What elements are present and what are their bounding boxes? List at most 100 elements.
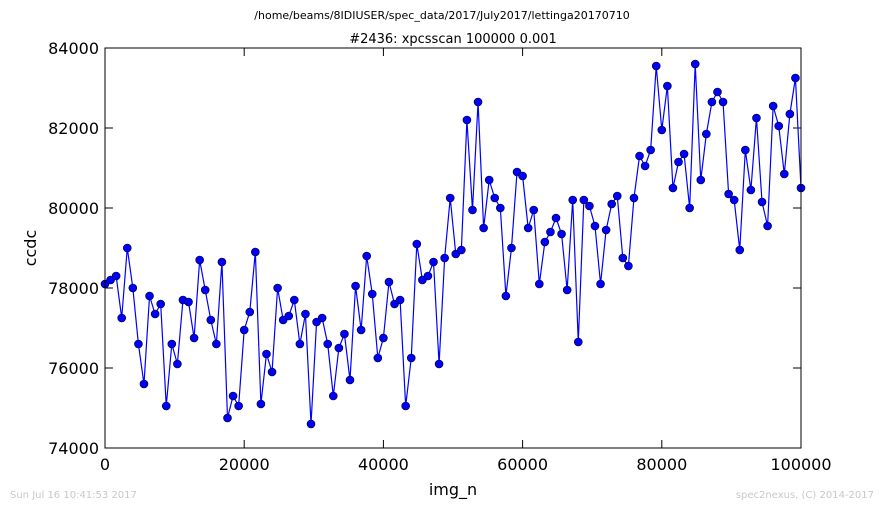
data-point <box>501 291 511 301</box>
data-point <box>557 229 566 239</box>
data-point <box>468 205 477 215</box>
data-point <box>251 247 260 257</box>
data-point <box>707 97 717 107</box>
data-point <box>462 115 472 125</box>
footer-right: spec2nexus, (C) 2014-2017 <box>736 490 874 501</box>
data-point <box>195 255 204 265</box>
data-point <box>585 201 594 211</box>
data-point <box>679 149 689 159</box>
data-point <box>640 161 650 171</box>
data-point <box>122 243 132 253</box>
data-point <box>624 261 633 271</box>
data-point <box>551 213 561 223</box>
data-point <box>635 151 644 161</box>
y-tick-label: 78000 <box>48 279 99 298</box>
data-point <box>256 399 266 409</box>
data-point <box>529 205 539 215</box>
data-point <box>546 227 555 237</box>
data-point <box>596 279 605 289</box>
data-point <box>785 109 795 119</box>
data-point <box>401 401 410 411</box>
data-point <box>774 121 784 131</box>
data-point <box>702 129 711 139</box>
data-point <box>334 343 344 353</box>
data-point <box>440 253 449 263</box>
data-point <box>479 223 488 233</box>
data-point <box>713 87 722 97</box>
y-tick-label: 76000 <box>48 359 99 378</box>
data-point <box>429 257 438 267</box>
data-point <box>223 413 232 423</box>
data-point <box>239 325 249 335</box>
data-point <box>379 333 388 343</box>
data-point <box>746 185 756 195</box>
data-point <box>290 295 299 305</box>
data-point <box>384 277 394 287</box>
data-point <box>752 113 761 123</box>
data-point <box>607 199 616 209</box>
data-point <box>434 359 444 369</box>
x-tick-label: 40000 <box>358 455 409 474</box>
data-point <box>445 193 455 203</box>
data-point <box>228 391 238 401</box>
data-point <box>167 339 177 349</box>
data-point <box>507 243 516 253</box>
data-point <box>779 169 789 179</box>
data-point <box>284 311 294 321</box>
data-point <box>156 299 165 309</box>
data-point <box>117 313 127 323</box>
x-tick-label: 60000 <box>497 455 548 474</box>
data-point <box>262 349 271 359</box>
data-point <box>573 337 583 347</box>
data-point <box>173 359 182 369</box>
data-point <box>200 285 210 295</box>
x-axis-label: img_n <box>429 480 477 500</box>
data-point <box>189 333 199 343</box>
data-point <box>523 223 533 233</box>
data-point <box>134 339 143 349</box>
data-point <box>150 309 160 319</box>
data-point <box>668 183 678 193</box>
data-point <box>568 195 578 205</box>
data-point <box>356 325 366 335</box>
data-point <box>685 203 694 213</box>
data-point <box>718 97 728 107</box>
data-point <box>323 339 333 349</box>
data-point <box>184 297 193 307</box>
data-point <box>145 291 154 301</box>
data-point <box>791 73 800 83</box>
data-point <box>657 125 667 135</box>
x-tick-label: 100000 <box>770 455 831 474</box>
data-point <box>612 191 622 201</box>
data-point <box>111 271 121 281</box>
x-tick-label: 20000 <box>219 455 270 474</box>
data-point <box>618 253 628 263</box>
data-point <box>768 101 778 111</box>
data-point <box>245 307 255 317</box>
data-point <box>340 329 349 339</box>
data-point <box>395 295 405 305</box>
data-point <box>601 225 611 235</box>
data-point <box>763 221 772 231</box>
data-point <box>741 145 750 155</box>
data-point <box>234 401 243 411</box>
data-point <box>484 175 494 185</box>
data-point <box>306 419 316 429</box>
data-point <box>735 245 745 255</box>
data-point <box>328 391 338 401</box>
data-point <box>406 353 416 363</box>
data-point <box>663 81 672 91</box>
data-point <box>273 283 282 293</box>
data-point <box>757 197 767 207</box>
data-point <box>139 379 149 389</box>
data-point <box>362 251 371 261</box>
plot-frame <box>104 47 802 449</box>
y-tick-label: 80000 <box>48 199 99 218</box>
data-point <box>412 239 422 249</box>
data-point <box>473 97 483 107</box>
data-point <box>540 237 550 247</box>
data-point <box>161 401 171 411</box>
data-point <box>490 193 500 203</box>
data-point <box>651 61 661 71</box>
